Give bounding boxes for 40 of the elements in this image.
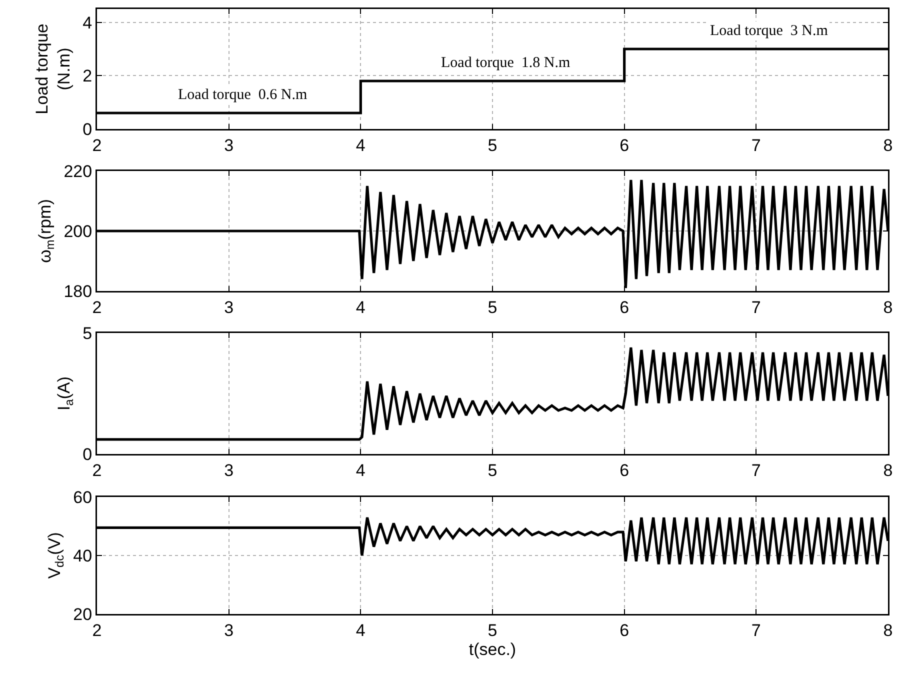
x-tick-label: 4 xyxy=(356,298,366,317)
x-tick-label: 3 xyxy=(224,298,234,317)
x-tick-label: 5 xyxy=(488,136,498,155)
y-tick-label: 180 xyxy=(64,282,92,301)
y-tick-label: 220 xyxy=(64,162,92,181)
x-tick-label: 8 xyxy=(883,136,893,155)
x-tick-label: 4 xyxy=(356,460,366,480)
y-tick-label: 60 xyxy=(73,488,92,507)
x-tick-label: 6 xyxy=(620,620,630,640)
x-tick-label: 5 xyxy=(488,298,498,317)
y-tick-label: 0 xyxy=(82,444,92,464)
y-tick-label: 5 xyxy=(82,324,92,343)
x-tick-label: 7 xyxy=(751,298,761,317)
annotation: Load torque 0.6 N.m xyxy=(178,87,308,103)
x-tick-label: 8 xyxy=(883,460,893,480)
x-tick-label: 6 xyxy=(620,460,630,480)
x-tick-label: 5 xyxy=(488,620,498,640)
x-tick-label: 8 xyxy=(883,620,893,640)
y-tick-label: 4 xyxy=(82,13,92,32)
x-tick-label: 5 xyxy=(488,460,498,480)
annotation: Load torque 1.8 N.m xyxy=(441,55,570,71)
annotation: Load torque 3 N.m xyxy=(710,23,828,39)
x-tick-label: 7 xyxy=(751,620,761,640)
y-axis-title: Load torque (N.m) xyxy=(32,24,74,114)
x-tick-label: 7 xyxy=(751,460,761,480)
x-tick-label: 6 xyxy=(620,136,630,155)
x-axis-title: t(sec.) xyxy=(468,640,516,660)
x-tick-label: 3 xyxy=(224,460,234,480)
x-tick-label: 7 xyxy=(751,136,761,155)
x-tick-label: 4 xyxy=(356,620,366,640)
x-tick-label: 3 xyxy=(224,136,234,155)
x-tick-label: 3 xyxy=(224,620,234,640)
x-tick-label: 4 xyxy=(356,136,366,155)
y-tick-label: 2 xyxy=(82,66,92,86)
y-tick-label: 20 xyxy=(73,604,92,624)
y-tick-label: 200 xyxy=(64,222,92,241)
y-tick-label: 0 xyxy=(82,120,92,139)
x-tick-label: 8 xyxy=(883,298,893,317)
x-tick-label: 6 xyxy=(620,298,630,317)
y-tick-label: 40 xyxy=(73,546,92,566)
